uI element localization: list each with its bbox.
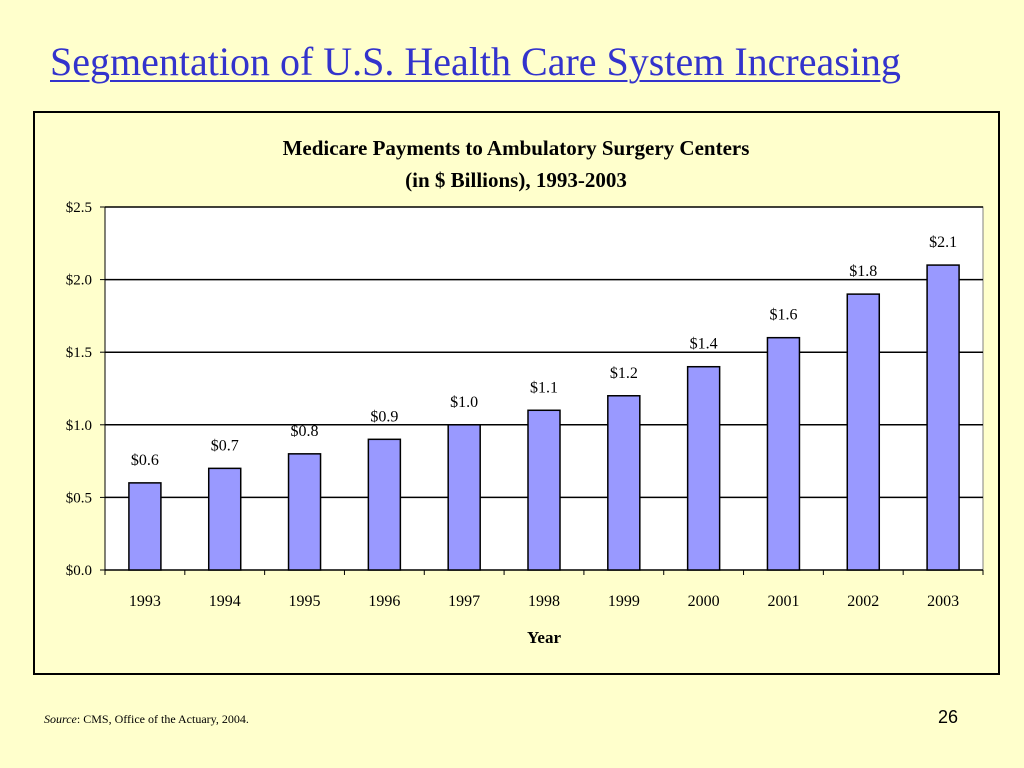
x-tick-label: 2001	[767, 593, 799, 610]
x-tick-label: 1993	[129, 593, 161, 610]
bar-data-label: $0.7	[211, 437, 239, 454]
y-tick-label: $2.0	[66, 273, 92, 289]
y-tick-label: $2.5	[66, 200, 92, 216]
x-tick-label: 1996	[368, 593, 400, 610]
x-tick-label: 1998	[528, 593, 560, 610]
x-tick-label: 1997	[448, 593, 480, 610]
x-tick-label: 2002	[847, 593, 879, 610]
y-tick-label: $1.0	[66, 418, 92, 434]
page-number: 26	[938, 707, 959, 727]
bar-data-label: $2.1	[929, 234, 957, 251]
chart-title-line: Medicare Payments to Ambulatory Surgery …	[283, 136, 750, 160]
x-tick-label: 2003	[927, 593, 959, 610]
bar-chart: Medicare Payments to Ambulatory Surgery …	[66, 136, 984, 647]
bar	[766, 336, 801, 571]
bar	[846, 293, 881, 571]
bar	[447, 424, 481, 571]
bar	[128, 482, 162, 571]
bar-data-label: $0.8	[291, 423, 319, 440]
x-tick-label: 1995	[289, 593, 321, 610]
bar-data-label: $1.1	[530, 379, 558, 396]
bar-data-label: $0.9	[370, 408, 398, 425]
y-tick-label: $0.0	[66, 563, 92, 579]
x-axis-label: Year	[527, 628, 561, 647]
slide-title: Segmentation of U.S. Health Care System …	[50, 39, 901, 84]
bar	[287, 453, 322, 571]
bar-data-label: $1.0	[450, 394, 478, 411]
source-label: Source	[44, 712, 77, 726]
bar	[367, 438, 402, 571]
y-tick-label: $1.5	[66, 345, 92, 361]
bar-data-label: $1.8	[849, 263, 877, 280]
bar	[607, 395, 641, 571]
x-tick-label: 1999	[608, 593, 640, 610]
bar	[527, 409, 561, 571]
bar-data-label: $1.6	[769, 307, 797, 324]
bar	[926, 264, 960, 571]
bar-data-label: $0.6	[131, 452, 159, 469]
x-tick-label: 2000	[688, 593, 720, 610]
bar-data-label: $1.4	[690, 336, 718, 353]
y-tick-label: $0.5	[66, 490, 92, 506]
bar-data-label: $1.2	[610, 365, 638, 382]
source-text: : CMS, Office of the Actuary, 2004.	[76, 712, 249, 726]
chart-frame: Medicare Payments to Ambulatory Surgery …	[33, 111, 1000, 675]
x-tick-label: 1994	[209, 593, 241, 610]
bar	[686, 365, 721, 571]
bar	[207, 467, 242, 571]
chart-title-line: (in $ Billions), 1993-2003	[405, 168, 627, 192]
source-note: Source: CMS, Office of the Actuary, 2004…	[44, 712, 249, 727]
